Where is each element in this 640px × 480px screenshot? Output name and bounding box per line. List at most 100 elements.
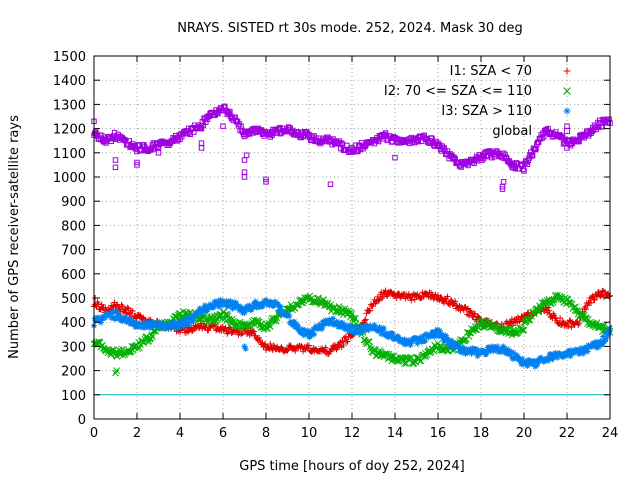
data-point-star (557, 351, 564, 358)
data-point-star (484, 348, 491, 355)
data-point-square (203, 119, 209, 126)
data-point-square (499, 186, 506, 192)
data-point-star (342, 321, 349, 328)
data-point-star (334, 320, 341, 327)
data-point-star (315, 325, 322, 332)
data-point-star (182, 319, 189, 326)
legend-entry-i2-marker (563, 87, 571, 95)
data-point-plus (411, 296, 418, 303)
data-point-star (270, 302, 277, 309)
data-point-cross (125, 348, 133, 356)
data-point-star (97, 319, 104, 326)
y-tick-label: 1000 (53, 171, 86, 186)
data-point-star (365, 327, 372, 334)
data-point-star (413, 335, 420, 342)
data-point-star (600, 333, 607, 340)
data-point-star (543, 357, 550, 364)
data-point-plus (460, 306, 467, 313)
data-point-star (232, 299, 239, 306)
data-point-cross (375, 348, 383, 356)
data-point-star (196, 305, 203, 312)
data-point-star (507, 351, 514, 358)
data-point-plus (441, 299, 448, 306)
data-point-star (522, 358, 529, 365)
legend-entry-i3-marker (563, 107, 571, 115)
data-point-plus (344, 338, 351, 345)
data-point-star (275, 308, 282, 315)
data-point-star (449, 339, 456, 346)
data-point-star (455, 343, 462, 350)
data-point-cross (148, 331, 155, 338)
data-point-star (538, 354, 545, 361)
data-point-cross (459, 337, 467, 345)
data-point-star (259, 303, 266, 310)
x-tick-label: 8 (262, 426, 270, 441)
data-point-star (429, 329, 436, 336)
data-point-square (392, 154, 398, 161)
data-point-star (554, 354, 561, 361)
data-point-star (417, 334, 424, 341)
y-tick-label: 600 (61, 268, 86, 283)
data-point-plus (601, 288, 608, 295)
data-point-square (599, 123, 606, 130)
data-point-cross (535, 308, 542, 316)
data-point-star (347, 328, 354, 335)
data-point-star (461, 345, 468, 352)
data-point-plus (336, 343, 343, 350)
data-point-square (220, 123, 226, 129)
data-point-star (576, 351, 583, 358)
y-tick-label: 100 (61, 389, 86, 404)
data-point-star (229, 305, 236, 312)
data-point-plus (124, 304, 131, 311)
x-tick-label: 12 (344, 426, 361, 441)
data-point-star (173, 324, 180, 331)
data-point-star (295, 324, 302, 331)
data-point-plus (452, 298, 459, 305)
y-tick-label: 500 (61, 292, 86, 307)
data-point-star (298, 329, 305, 336)
data-point-star (237, 303, 244, 310)
data-point-cross (519, 327, 527, 334)
data-point-star (185, 319, 192, 326)
data-point-plus (376, 296, 383, 303)
y-tick-label: 1200 (53, 123, 86, 138)
data-point-star (275, 301, 282, 308)
data-point-star (552, 349, 559, 356)
data-point-star (165, 325, 172, 332)
data-point-star (174, 319, 181, 326)
data-point-star (119, 318, 126, 325)
data-point-star (333, 318, 340, 325)
x-axis-label: GPS time [hours of doy 252, 2024] (239, 459, 464, 474)
data-point-star (304, 327, 311, 334)
x-tick-label: 14 (387, 426, 404, 441)
data-point-star (514, 353, 521, 360)
data-point-cross (383, 350, 391, 358)
data-point-cross (439, 346, 447, 354)
data-point-star (501, 347, 508, 354)
data-point-star (109, 309, 116, 316)
data-point-star (117, 313, 124, 320)
data-point-square (241, 157, 248, 163)
data-point-square (204, 116, 211, 123)
y-tick-label: 400 (61, 316, 86, 331)
data-point-cross (210, 317, 217, 325)
data-point-star (517, 359, 524, 366)
y-tick-label: 1400 (53, 74, 86, 89)
data-point-star (176, 323, 183, 330)
data-point-star (287, 318, 294, 325)
data-point-star (354, 325, 361, 332)
data-point-plus (408, 297, 415, 304)
data-point-star (564, 351, 571, 358)
data-point-cross (320, 296, 327, 303)
data-point-square (528, 153, 535, 159)
data-point-cross (520, 326, 528, 334)
data-point-star (293, 321, 300, 328)
data-point-plus (261, 342, 268, 349)
legend-entry-i1-label: I1: SZA < 70 (450, 64, 532, 79)
data-point-star (470, 346, 477, 353)
data-point-star (407, 342, 414, 349)
data-point-square (521, 168, 527, 174)
data-point-plus (133, 315, 140, 322)
x-tick-label: 2 (133, 426, 141, 441)
